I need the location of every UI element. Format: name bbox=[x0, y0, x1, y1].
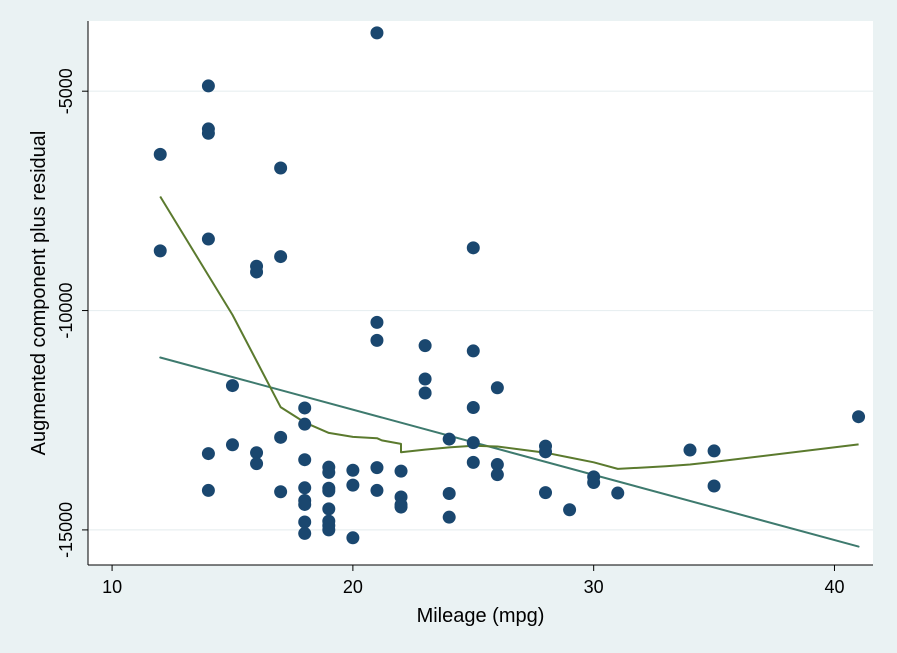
scatter-point bbox=[418, 372, 432, 386]
y-tick-label: -15000 bbox=[56, 502, 76, 558]
lowess-smooth-line bbox=[159, 195, 859, 470]
scatter-point bbox=[418, 386, 432, 400]
smooth-line-group bbox=[159, 195, 859, 470]
scatter-point bbox=[539, 445, 553, 459]
scatter-point bbox=[707, 444, 721, 458]
scatter-point bbox=[201, 126, 215, 140]
scatter-point bbox=[394, 500, 408, 514]
scatter-point bbox=[442, 432, 456, 446]
scatter-point bbox=[466, 344, 480, 358]
scatter-point bbox=[298, 453, 312, 467]
scatter-point bbox=[442, 510, 456, 524]
linear-fit-line bbox=[159, 356, 860, 548]
scatter-point bbox=[322, 484, 336, 498]
scatter-point bbox=[683, 443, 697, 457]
scatter-point bbox=[201, 447, 215, 461]
x-tick-label: 40 bbox=[824, 577, 844, 597]
x-ticks: 10 20 30 40 bbox=[102, 565, 844, 597]
scatter-point bbox=[611, 486, 625, 500]
scatter-point bbox=[298, 481, 312, 495]
scatter-point bbox=[322, 502, 336, 516]
scatter-point bbox=[370, 333, 384, 347]
x-tick-label: 20 bbox=[343, 577, 363, 597]
scatter-point bbox=[298, 515, 312, 529]
scatter-point bbox=[442, 486, 456, 500]
scatter-point bbox=[370, 315, 384, 329]
y-tick-label: -5000 bbox=[56, 68, 76, 114]
plot-area bbox=[88, 21, 873, 565]
scatter-points bbox=[153, 26, 866, 545]
scatter-point bbox=[201, 232, 215, 246]
scatter-point bbox=[370, 26, 384, 40]
scatter-point bbox=[370, 483, 384, 497]
scatter-point bbox=[346, 463, 360, 477]
x-tick-label: 30 bbox=[584, 577, 604, 597]
x-tick-label: 10 bbox=[102, 577, 122, 597]
scatter-point bbox=[346, 531, 360, 545]
scatter-point bbox=[298, 497, 312, 511]
y-ticks: -15000 -10000 -5000 bbox=[56, 68, 88, 558]
scatter-point bbox=[466, 436, 480, 450]
scatter-point bbox=[466, 241, 480, 255]
scatter-point bbox=[322, 523, 336, 537]
scatter-point bbox=[418, 339, 432, 353]
scatter-point bbox=[490, 381, 504, 395]
scatter-point bbox=[370, 461, 384, 475]
scatter-point bbox=[274, 485, 288, 499]
fit-line-group bbox=[159, 356, 860, 548]
scatter-point bbox=[539, 486, 553, 500]
scatter-point bbox=[298, 417, 312, 431]
scatter-point bbox=[250, 457, 264, 471]
scatter-point bbox=[298, 401, 312, 415]
scatter-point bbox=[563, 503, 577, 517]
scatter-point bbox=[298, 526, 312, 540]
scatter-point bbox=[587, 476, 601, 490]
scatter-point bbox=[225, 379, 239, 393]
scatter-point bbox=[153, 147, 167, 161]
scatter-point bbox=[201, 483, 215, 497]
scatter-point bbox=[201, 79, 215, 93]
grid-lines bbox=[88, 90, 873, 531]
scatter-point bbox=[852, 410, 866, 424]
scatter-point bbox=[274, 161, 288, 175]
y-axis-title: Augmented component plus residual bbox=[28, 131, 50, 456]
scatter-point bbox=[394, 464, 408, 478]
scatter-point bbox=[322, 465, 336, 479]
scatter-point bbox=[707, 479, 721, 493]
scatter-point bbox=[225, 438, 239, 452]
scatter-point bbox=[274, 250, 288, 264]
scatter-point bbox=[466, 401, 480, 415]
scatter-point bbox=[490, 458, 504, 472]
scatter-point bbox=[490, 468, 504, 482]
scatter-point bbox=[153, 244, 167, 258]
x-axis-title: Mileage (mpg) bbox=[417, 605, 545, 627]
y-tick-label: -10000 bbox=[56, 283, 76, 339]
scatter-point bbox=[274, 430, 288, 444]
scatter-point bbox=[250, 446, 264, 460]
scatter-point bbox=[346, 478, 360, 492]
scatter-point bbox=[250, 265, 264, 279]
scatter-point bbox=[466, 455, 480, 469]
